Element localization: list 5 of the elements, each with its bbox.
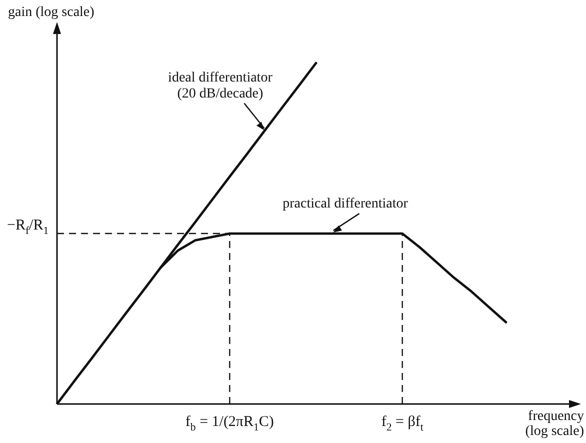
x-axis-title: frequency (log scale) (525, 409, 584, 439)
series-label: practical differentiator (282, 196, 408, 212)
y-axis-title: gain (log scale) (8, 5, 95, 20)
series-label: ideal differentiator (168, 70, 273, 86)
annotation: (20 dB/decade) (177, 86, 264, 102)
